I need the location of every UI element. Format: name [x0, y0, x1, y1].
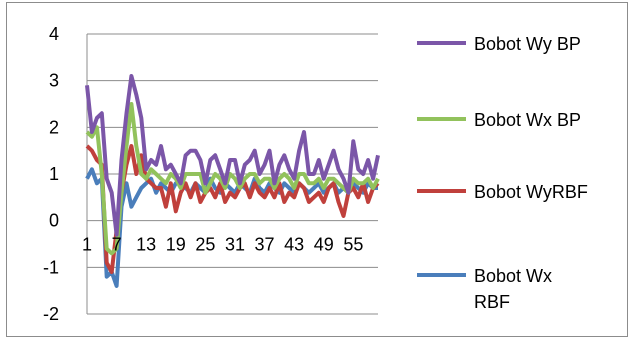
- legend-swatch-wy-rbf: [417, 189, 466, 193]
- x-tick-label: 7: [112, 235, 122, 255]
- x-tick-label: 25: [195, 235, 215, 255]
- y-tick-label: 4: [49, 24, 59, 44]
- x-tick-label: 55: [343, 235, 363, 255]
- chart-frame: 4 3 2 1 0 -1 -2 1 7 13 19 25 31 37 43 49 55 Bobot Wy BP…: [6, 2, 628, 337]
- series-line-2: [85, 144, 380, 274]
- legend-label-wy-rbf: Bobot WyRBF: [474, 182, 588, 202]
- legend-label-wy-bp: Bobot Wy BP: [474, 34, 581, 54]
- y-tick-label: 3: [49, 71, 59, 91]
- legend-label-wx-bp: Bobot Wx BP: [474, 110, 582, 130]
- x-tick-label: 37: [255, 235, 275, 255]
- series-line-1: [85, 102, 380, 256]
- chart-legend: Bobot Wy BP Bobot Wx BP Bobot WyRBF Bobo…: [417, 3, 622, 333]
- x-tick-label: 13: [136, 235, 156, 255]
- legend-swatch-wy-bp: [417, 41, 466, 45]
- x-tick-label: 43: [284, 235, 304, 255]
- x-tick-label: 19: [166, 235, 186, 255]
- y-tick-label: -2: [43, 304, 59, 324]
- x-tick-label: 49: [314, 235, 334, 255]
- x-tick-label: 1: [82, 235, 92, 255]
- y-tick-label: 1: [49, 164, 59, 184]
- y-tick-label: -1: [43, 257, 59, 277]
- series-line-0: [85, 74, 380, 237]
- legend-swatch-wx-bp: [417, 117, 466, 121]
- y-tick-label: 2: [49, 117, 59, 137]
- legend-swatch-wx-rbf: [417, 273, 466, 277]
- y-tick-label: 0: [49, 211, 59, 231]
- x-tick-label: 31: [225, 235, 245, 255]
- legend-label-wx-rbf: Bobot Wx RBF: [474, 266, 553, 312]
